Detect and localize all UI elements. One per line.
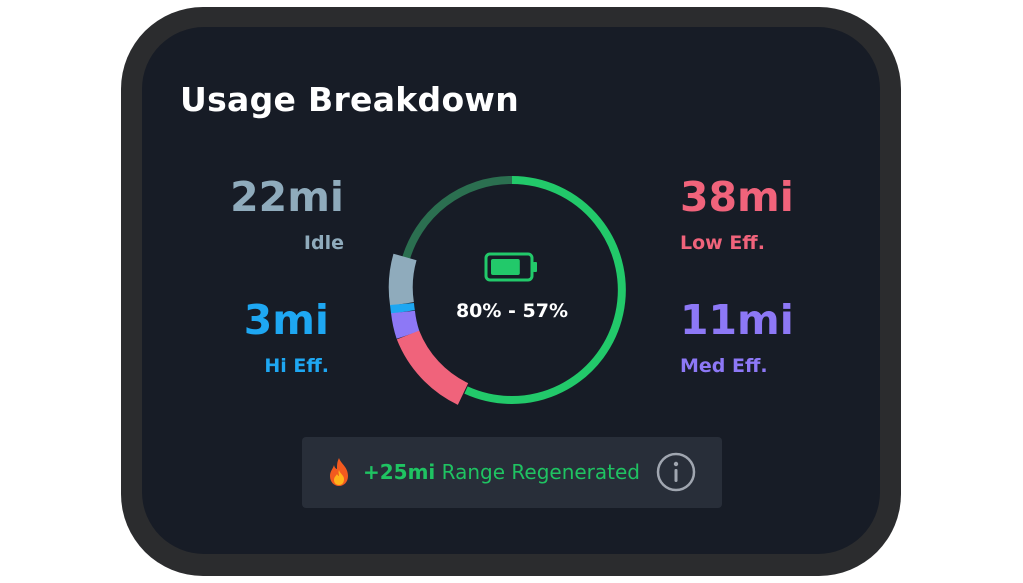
ring-segment-used [401,175,513,264]
fire-icon [330,458,348,486]
ring-segment-hi-eff [390,302,415,314]
stat-idle-label: Idle [303,232,344,254]
widget-title: Usage Breakdown [180,80,519,119]
stat-low-eff-label: Low Eff. [680,232,765,254]
stat-hi-eff-value: 3mi [243,296,329,344]
stat-med-eff-value: 11mi [680,296,794,344]
stat-idle: 22mi Idle [230,173,344,255]
stat-low-eff-value: 38mi [680,173,794,221]
ring-segment-low-eff [396,330,469,405]
gauge-center-text: 80% - 57% [455,300,569,322]
ring-segment-idle [388,253,417,306]
info-icon[interactable] [656,452,696,492]
usage-ring-gauge [388,175,626,405]
regen-amount: +25mi [363,460,436,484]
stat-med-eff-label: Med Eff. [680,355,768,377]
regen-label: Range Regenerated [441,460,641,484]
ring-segment-med-eff [391,310,420,339]
stat-idle-value: 22mi [230,173,344,221]
battery-icon [484,252,537,282]
stat-med-eff: 11mi Med Eff. [680,296,794,378]
stat-hi-eff-label: Hi Eff. [264,355,329,377]
ring-segment-remaining [464,176,626,404]
stat-hi-eff: 3mi Hi Eff. [243,296,329,378]
stat-low-eff: 38mi Low Eff. [680,173,794,255]
regen-text: +25mi Range Regenerated [363,460,640,484]
regen-banner [302,437,722,508]
